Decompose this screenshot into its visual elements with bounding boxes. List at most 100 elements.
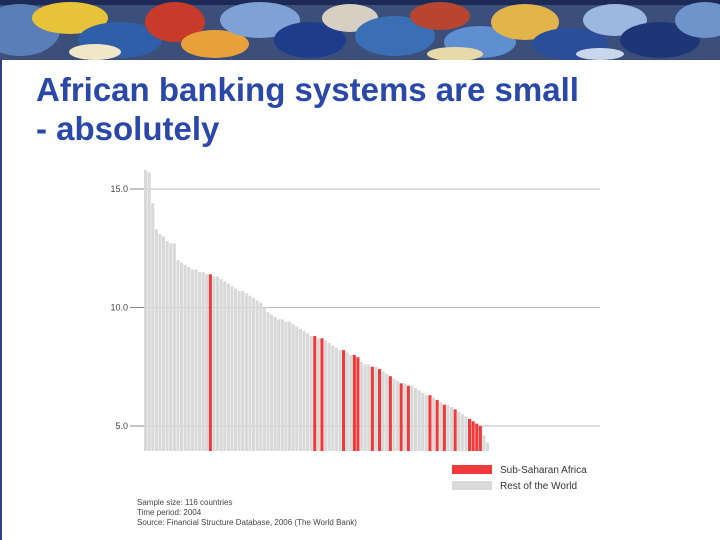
- bar-rest-of-world: [457, 411, 461, 451]
- bar-rest-of-world: [194, 269, 198, 451]
- bar-rest-of-world: [439, 402, 443, 451]
- bar-sub-saharan-africa: [342, 350, 346, 451]
- bar-rest-of-world: [270, 314, 274, 451]
- bar-sub-saharan-africa: [468, 418, 472, 451]
- bar-rest-of-world: [241, 290, 245, 451]
- slide-title-line-2: - absolutely: [36, 110, 220, 147]
- bar-rest-of-world: [327, 343, 331, 451]
- bar-rest-of-world: [165, 241, 169, 451]
- bar-sub-saharan-africa: [406, 385, 410, 451]
- bar-rest-of-world: [360, 362, 364, 451]
- bar-rest-of-world: [237, 290, 241, 451]
- bar-sub-saharan-africa: [388, 376, 392, 451]
- left-edge-rule: [0, 0, 2, 540]
- legend-label-rest-of-world: Rest of the World: [500, 481, 577, 492]
- slide-title-line-1: African banking systems are small: [36, 71, 579, 108]
- bar-rest-of-world: [410, 385, 414, 451]
- bar-rest-of-world: [486, 442, 490, 451]
- bar-rest-of-world: [266, 312, 270, 451]
- bar-rest-of-world: [367, 364, 371, 451]
- bar-sub-saharan-africa: [370, 366, 374, 451]
- legend-swatch-sub-saharan-africa: [452, 465, 492, 474]
- bar-rest-of-world: [183, 264, 187, 451]
- bar-sub-saharan-africa: [320, 338, 324, 451]
- bar-sub-saharan-africa: [356, 357, 360, 451]
- bar-rest-of-world: [363, 364, 367, 451]
- bar-sub-saharan-africa: [313, 335, 317, 451]
- bar-rest-of-world: [190, 269, 194, 451]
- y-tick-label: 5.0: [115, 421, 128, 431]
- bar-rest-of-world: [162, 236, 166, 451]
- painted-header-banner: [0, 0, 720, 60]
- bar-rest-of-world: [302, 331, 306, 451]
- bar-rest-of-world: [309, 335, 313, 451]
- bar-rest-of-world: [248, 295, 252, 451]
- bar-rest-of-world: [424, 395, 428, 451]
- bar-rest-of-world: [392, 378, 396, 451]
- bar-rest-of-world: [280, 319, 284, 451]
- bar-rest-of-world: [205, 274, 209, 451]
- slide-title: African banking systems are small - abso…: [36, 70, 676, 148]
- bar-sub-saharan-africa: [435, 399, 439, 451]
- legend-swatch-rest-of-world: [452, 481, 492, 490]
- bar-rest-of-world: [176, 260, 180, 451]
- bar-rest-of-world: [295, 326, 299, 451]
- bar-rest-of-world: [403, 383, 407, 451]
- legend-label-sub-saharan-africa: Sub-Saharan Africa: [500, 465, 587, 476]
- bar-rest-of-world: [198, 271, 202, 451]
- bar-rest-of-world: [144, 170, 148, 452]
- bar-rest-of-world: [450, 407, 454, 451]
- bar-rest-of-world: [421, 392, 425, 451]
- bar-rest-of-world: [187, 267, 191, 451]
- bar-rest-of-world: [154, 229, 158, 451]
- bar-rest-of-world: [219, 279, 223, 451]
- bar-rest-of-world: [172, 243, 176, 451]
- bar-rest-of-world: [201, 271, 205, 451]
- y-tick-label: 10.0: [110, 303, 128, 313]
- bar-rest-of-world: [180, 262, 184, 451]
- bar-rest-of-world: [291, 324, 295, 451]
- bar-rest-of-world: [169, 243, 173, 451]
- bar-rest-of-world: [223, 281, 227, 451]
- bar-rest-of-world: [298, 328, 302, 451]
- bar-sub-saharan-africa: [378, 369, 382, 451]
- bar-rest-of-world: [230, 286, 234, 451]
- bar-rest-of-world: [446, 404, 450, 451]
- bar-rest-of-world: [234, 288, 238, 451]
- bar-sub-saharan-africa: [478, 426, 482, 451]
- bar-rest-of-world: [259, 302, 263, 451]
- bar-rest-of-world: [331, 345, 335, 451]
- bar-rest-of-world: [158, 234, 162, 451]
- bar-rest-of-world: [284, 321, 288, 451]
- bar-rest-of-world: [338, 350, 342, 451]
- bar-rest-of-world: [414, 388, 418, 451]
- bar-sub-saharan-africa: [399, 383, 403, 451]
- bar-sub-saharan-africa: [428, 395, 432, 451]
- legend: Sub-Saharan Africa Rest of the World: [452, 465, 587, 492]
- chart-notes: Sample size: 116 countries Time period: …: [137, 498, 357, 528]
- bar-sub-saharan-africa: [442, 404, 446, 451]
- bar-rest-of-world: [324, 340, 328, 451]
- note-sample-size: Sample size: 116 countries: [137, 498, 233, 507]
- bar-rest-of-world: [381, 371, 385, 451]
- bar-rest-of-world: [277, 319, 281, 451]
- bar-rest-of-world: [396, 380, 400, 451]
- bar-rest-of-world: [255, 300, 259, 451]
- bar-rest-of-world: [385, 373, 389, 451]
- bar-rest-of-world: [262, 307, 266, 451]
- bar-rest-of-world: [432, 397, 436, 451]
- y-tick-label: 15.0: [110, 184, 128, 194]
- bar-rest-of-world: [460, 414, 464, 451]
- bar-rest-of-world: [345, 352, 349, 451]
- bar-rest-of-world: [349, 354, 353, 451]
- bar-rest-of-world: [273, 316, 277, 451]
- bar-sub-saharan-africa: [475, 423, 479, 451]
- bar-rest-of-world: [316, 338, 320, 451]
- bar-rest-of-world: [212, 276, 216, 451]
- bar-rest-of-world: [147, 172, 151, 451]
- bar-rest-of-world: [252, 298, 256, 451]
- note-source: Source: Financial Structure Database, 20…: [137, 518, 357, 527]
- bar-sub-saharan-africa: [352, 354, 356, 451]
- bar-rest-of-world: [374, 366, 378, 451]
